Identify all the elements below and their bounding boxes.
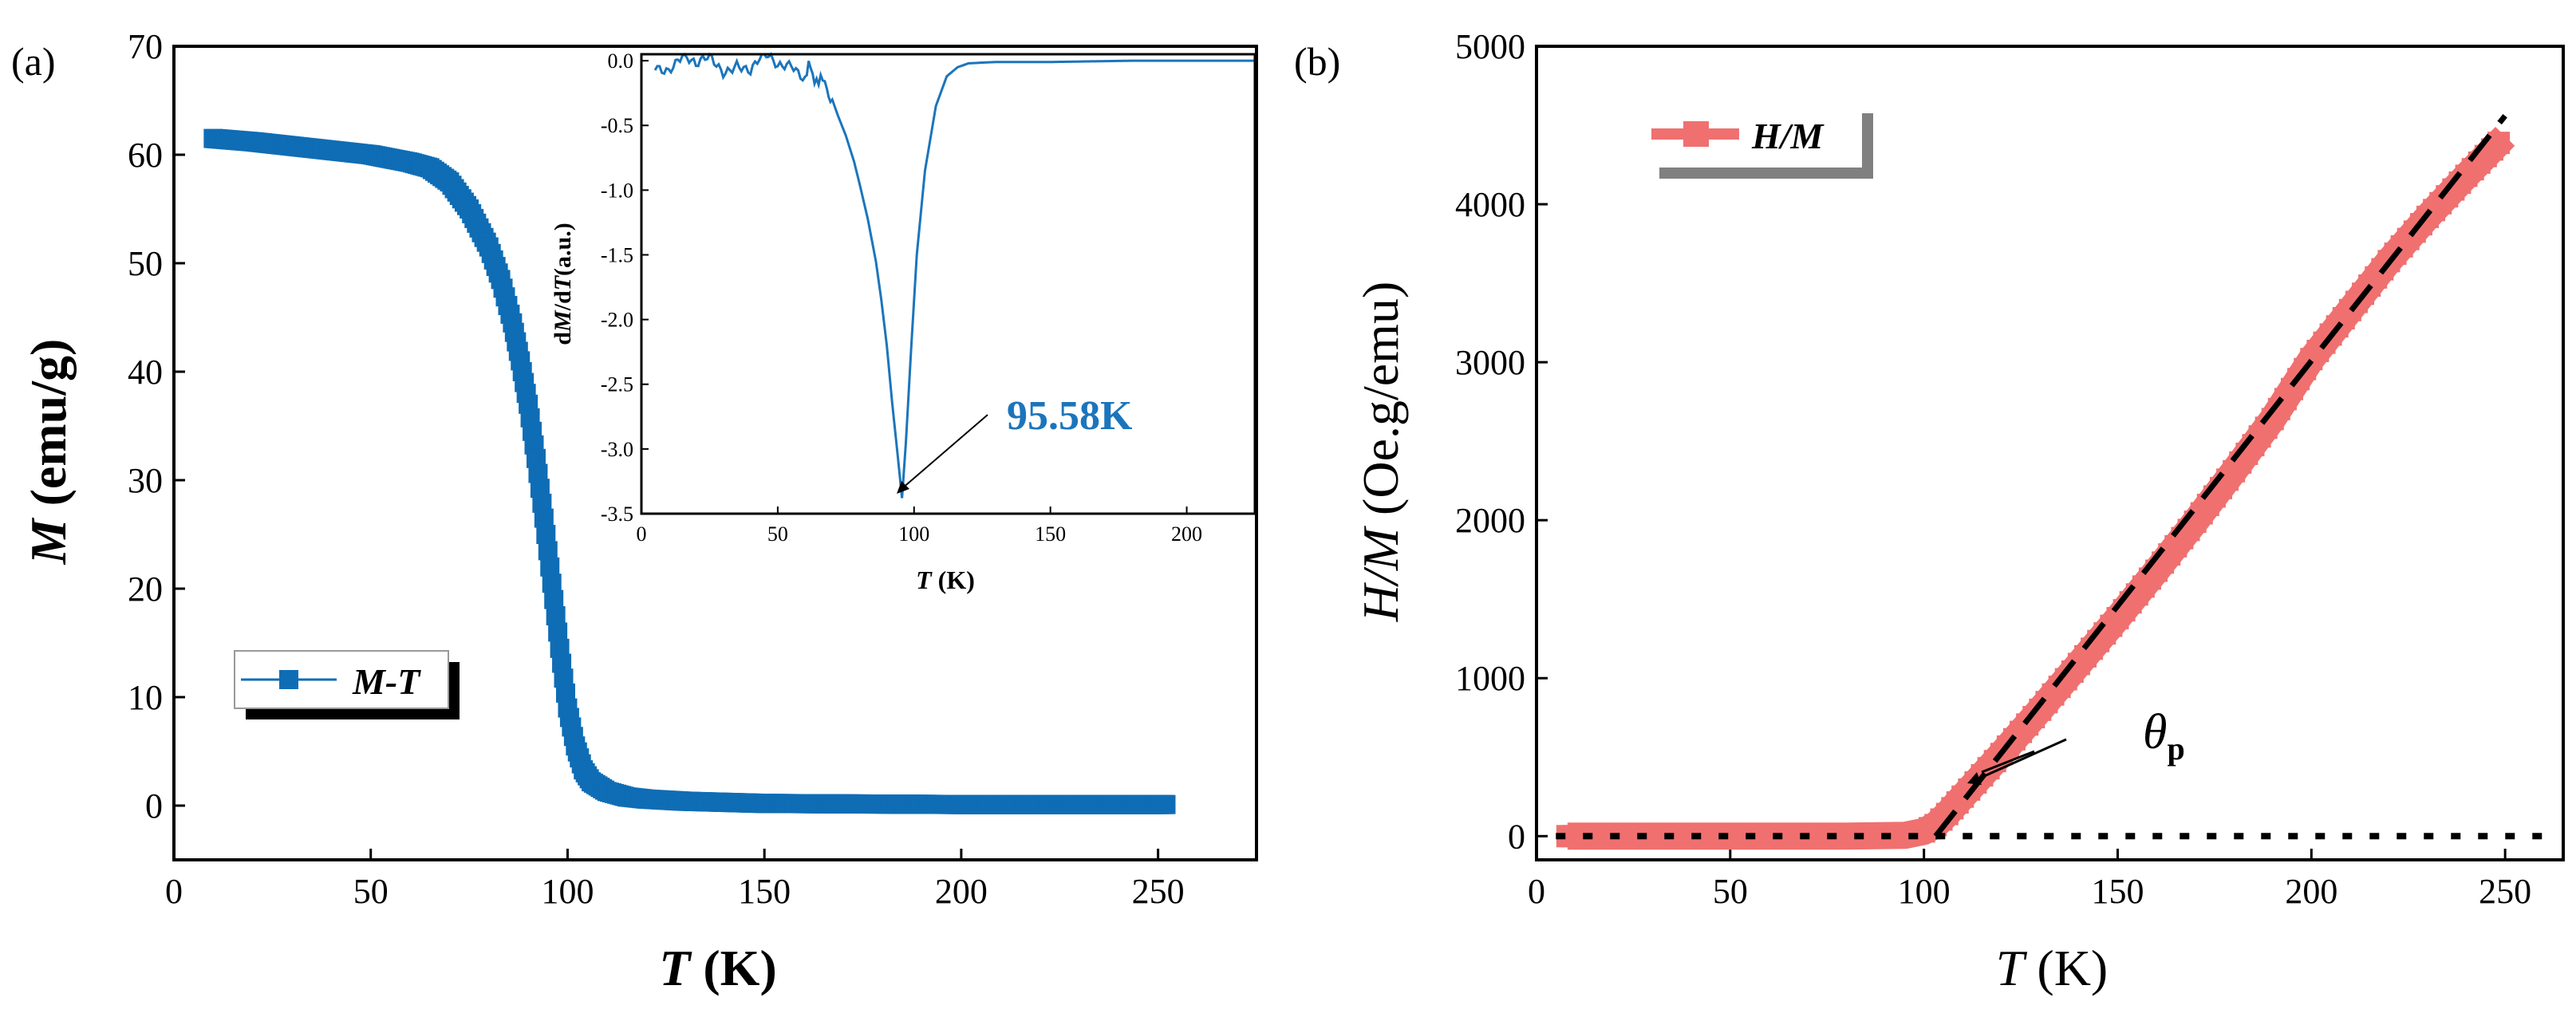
panel-a-legend: M-T [234, 650, 460, 719]
inset-y-tick-label: -2.5 [601, 373, 633, 396]
inset-y-tick-label: -2.0 [601, 309, 633, 332]
inset-y-tick-label: -1.0 [601, 179, 633, 202]
data-point [2487, 132, 2511, 155]
data-point [546, 606, 566, 625]
y-tick-label: 2000 [1455, 501, 1525, 540]
inset-ylabel: dM/dT(a.u.) [550, 223, 576, 345]
data-point [536, 525, 556, 544]
inset-x-tick-label: 100 [898, 522, 929, 546]
panel-b-ylabel: H/M (Oe.g/emu) [1352, 282, 1409, 623]
x-tick-label: 100 [1898, 872, 1951, 911]
inset-ticks: 0 50 100 150 200 0.0 -0.5 -1.0 -1.5 -2.0 -2.5 -3.0 -… [601, 49, 1202, 546]
y-tick-label: 3000 [1455, 343, 1525, 382]
panel-a-inset: 0 50 100 150 200 0.0 -0.5 -1.0 -1.5 -2.0 -2.5 -3.0 -… [550, 49, 1256, 594]
inset-y-tick-label: -3.0 [601, 438, 633, 461]
panel-b-legend: H/M [1648, 102, 1873, 179]
inset-x-tick-label: 50 [767, 522, 788, 546]
x-tick-label: 100 [541, 872, 594, 911]
x-tick-label: 0 [1528, 872, 1545, 911]
y-tick-label: 40 [128, 353, 163, 392]
panel-b-data [1556, 113, 2552, 850]
data-point [544, 589, 564, 609]
inset-y-tick-label: 0.0 [608, 49, 634, 73]
panel-b-label: (b) [1294, 39, 1340, 84]
inset-annotation-arrow-head [897, 481, 909, 494]
y-tick-label: 1000 [1455, 659, 1525, 698]
theta-annotation: θp [2143, 705, 2185, 767]
panel-a: (a) 0 50 100 150 200 250 0 10 20 30 40 50 60 70 T (K)… [11, 27, 1258, 996]
theta-arrow [1967, 738, 2067, 785]
y-tick-label: 70 [128, 27, 163, 66]
panel-a-label: (a) [11, 39, 56, 84]
theta-arrow-line [1981, 750, 2035, 774]
inset-annotation: 95.58K [1007, 393, 1133, 439]
inset-x-tick-label: 200 [1171, 522, 1202, 546]
x-tick-label: 200 [935, 872, 988, 911]
legend-marker [279, 670, 298, 689]
inset-x-tick-label: 0 [637, 522, 647, 546]
data-point [1156, 794, 1176, 814]
inset-y-tick-label: -0.5 [601, 114, 633, 137]
x-tick-label: 250 [2479, 872, 2531, 911]
x-tick-label: 250 [1132, 872, 1185, 911]
inset-y-tick-label: -1.5 [601, 243, 633, 266]
inset-x-tick-label: 150 [1035, 522, 1066, 546]
data-point [542, 574, 562, 593]
y-tick-label: 60 [128, 136, 163, 175]
inset-y-tick-label: -3.5 [601, 503, 633, 526]
data-point [538, 541, 558, 561]
y-tick-label: 30 [128, 461, 163, 500]
panel-a-ylabel: M (emu/g) [20, 339, 77, 566]
data-point [540, 557, 560, 577]
inset-series-line [653, 52, 1255, 499]
x-tick-label: 150 [2091, 872, 2144, 911]
x-tick-label: 50 [353, 872, 389, 911]
panel-a-ticks: 0 50 100 150 200 250 0 10 20 30 40 50 60 70 [128, 27, 1185, 911]
x-tick-label: 50 [1713, 872, 1748, 911]
x-tick-label: 0 [165, 872, 183, 911]
x-tick-label: 200 [2285, 872, 2337, 911]
theta-arrow-shaft [1974, 738, 2067, 782]
y-tick-label: 0 [1508, 817, 1525, 856]
x-tick-label: 150 [738, 872, 791, 911]
inset-data [653, 52, 1255, 499]
inset-annotation-arrow-line [901, 414, 988, 490]
panel-a-xlabel: T (K) [659, 940, 777, 996]
data-point [548, 622, 568, 642]
legend-marker [1683, 121, 1709, 147]
legend-label: M-T [352, 661, 421, 702]
inset-xlabel: T (K) [916, 566, 975, 594]
y-tick-label: 20 [128, 570, 163, 609]
inset-frame [640, 53, 1256, 515]
panel-b-ticks: 0 50 100 150 200 250 0 1000 2000 3000 4000 5000 [1455, 27, 2531, 911]
panel-b-frame [1535, 45, 2565, 861]
data-point [534, 508, 554, 528]
y-tick-label: 50 [128, 244, 163, 283]
legend-label: H/M [1751, 116, 1825, 156]
panel-a-frame [172, 45, 1258, 861]
y-tick-label: 10 [128, 678, 163, 717]
curie-weiss-fit [1933, 113, 2507, 838]
panel-b-xlabel: T (K) [1996, 940, 2108, 996]
y-tick-label: 5000 [1455, 27, 1525, 66]
panel-b: (b) 0 50 100 150 200 250 0 1000 2000 3000 4000 5000… [1294, 27, 2565, 996]
theta-arrow-head [1967, 772, 1982, 785]
y-tick-label: 0 [145, 786, 163, 826]
y-tick-label: 4000 [1455, 185, 1525, 224]
panel-a-data [203, 128, 1176, 814]
